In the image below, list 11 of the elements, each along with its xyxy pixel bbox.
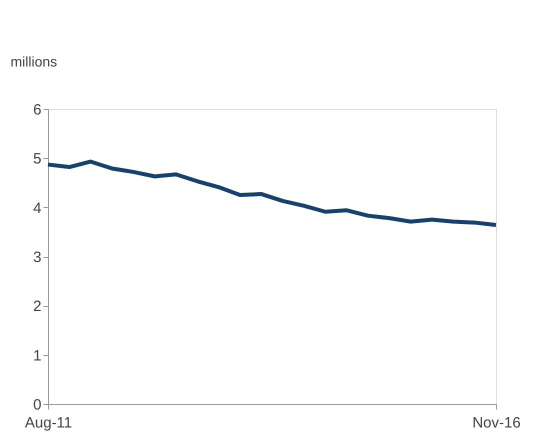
x-tick-label: Aug-11 — [24, 414, 72, 432]
y-tick-label: 1 — [33, 347, 42, 364]
y-tick-label: 2 — [33, 298, 42, 316]
y-tick-label: 6 — [33, 102, 42, 118]
y-tick-label: 5 — [33, 150, 42, 168]
y-tick-label: 3 — [33, 249, 42, 266]
x-tick-label: Nov-16 — [472, 414, 521, 432]
line-series — [46, 160, 498, 228]
y-tick-label: 4 — [33, 200, 42, 217]
y-tick-label: 0 — [33, 396, 42, 414]
y-axis-title: millions — [10, 54, 58, 70]
